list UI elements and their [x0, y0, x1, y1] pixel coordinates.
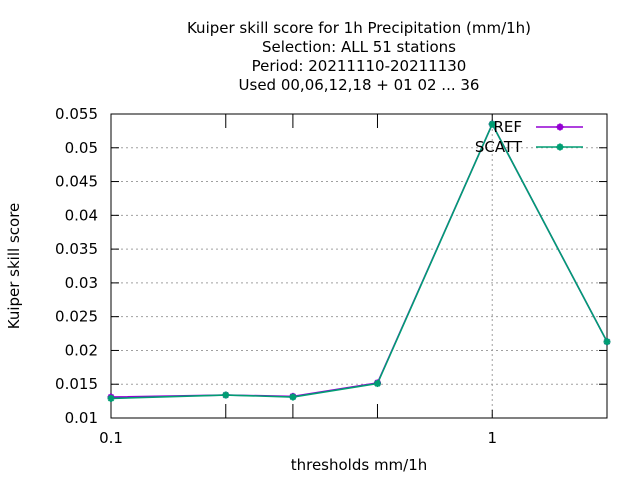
- y-axis-ticks: 0.01 0.015 0.02 0.025 0.03 0.035 0.04 0.045 0.05…: [55, 105, 607, 427]
- y-axis-label: Kuiper skill score: [5, 203, 23, 330]
- y-tick-label: 0.03: [65, 274, 98, 292]
- legend-label: REF: [493, 118, 522, 136]
- marker-stroke: [222, 391, 229, 399]
- x-tick-label: 0.1: [99, 429, 123, 447]
- data-point: [107, 394, 115, 402]
- series-line: [110, 122, 608, 398]
- marker-stroke: [556, 143, 564, 151]
- data-point: [289, 393, 297, 401]
- marker-stroke: [603, 338, 611, 345]
- series-ref: [107, 120, 611, 401]
- series-scatt: [107, 120, 611, 402]
- data-series: [107, 120, 611, 402]
- grid-lines: [110, 113, 607, 419]
- y-tick-label: 0.02: [65, 341, 98, 359]
- legend: REF SCATT: [475, 118, 583, 156]
- y-tick-label: 0.055: [55, 105, 98, 123]
- series-line: [110, 122, 608, 400]
- data-point: [222, 391, 230, 399]
- data-point: [373, 380, 381, 388]
- marker-stroke: [374, 380, 381, 387]
- y-tick-label: 0.035: [55, 240, 98, 258]
- y-tick-label: 0.015: [55, 375, 98, 393]
- y-tick-label: 0.04: [65, 206, 98, 224]
- chart-title: Kuiper skill score for 1h Precipitation …: [187, 19, 531, 94]
- y-tick-label: 0.025: [55, 308, 98, 326]
- y-tick-label: 0.045: [55, 173, 98, 191]
- x-tick-label: 1: [487, 429, 497, 447]
- marker-stroke: [107, 395, 115, 402]
- y-tick-label: 0.05: [65, 139, 98, 157]
- title-line: Used 00,06,12,18 + 01 02 ... 36: [239, 76, 480, 94]
- title-line: Kuiper skill score for 1h Precipitation …: [187, 19, 531, 37]
- data-point: [488, 120, 496, 128]
- marker-stroke: [289, 393, 297, 401]
- legend-marker: [556, 123, 564, 131]
- x-axis-label: thresholds mm/1h: [291, 456, 428, 474]
- marker-stroke: [556, 123, 564, 131]
- y-tick-label: 0.01: [65, 409, 98, 427]
- legend-label: SCATT: [475, 138, 523, 156]
- plot-frame: [110, 113, 608, 419]
- title-line: Selection: ALL 51 stations: [262, 38, 456, 56]
- title-line: Period: 20211110-20211130: [252, 57, 467, 75]
- marker-stroke: [489, 120, 496, 128]
- legend-marker: [556, 143, 564, 151]
- data-point: [603, 338, 611, 346]
- x-axis-ticks: 0.1 1: [99, 114, 608, 447]
